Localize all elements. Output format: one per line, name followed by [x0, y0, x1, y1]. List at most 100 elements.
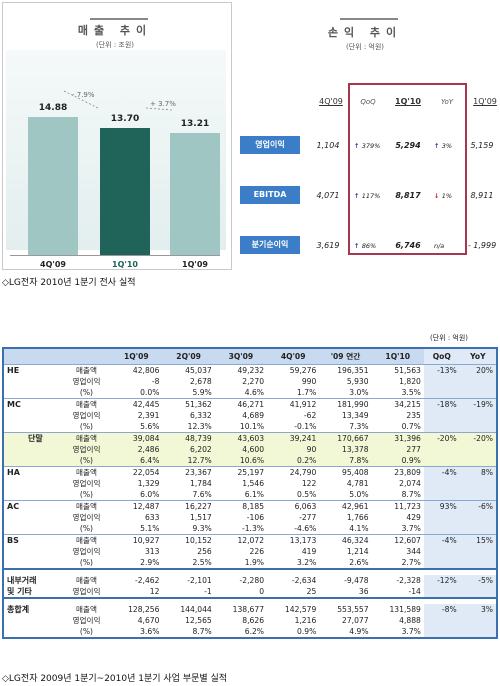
- table-header-cell: 3Q'09: [214, 348, 268, 365]
- sales-unit: (단위 : 조원): [95, 41, 135, 49]
- table-row: 단말 매출액 39,084 48,739 43,603 39,241 170,667 31,3…: [3, 431, 497, 444]
- pl-header-qoq: QoQ: [360, 98, 376, 106]
- table-cell: -2,462: [134, 575, 160, 585]
- table-cell: 181,990: [319, 397, 372, 410]
- table-cell: 16,227: [162, 499, 215, 512]
- metric-name: 매출액: [62, 397, 111, 410]
- segment-name: [3, 478, 63, 489]
- table-cell: 6.1%: [244, 489, 265, 499]
- segment-name: 총합계: [7, 605, 30, 614]
- metric-name: (%): [79, 387, 94, 397]
- table-cell: 2.5%: [192, 557, 212, 567]
- table-cell: 13,173: [267, 533, 320, 546]
- table-header-cell: QoQ: [423, 348, 460, 365]
- pl-yoy-value: 1%: [441, 192, 453, 200]
- table-cell: 170,667: [319, 431, 372, 444]
- pl-header-current: 1Q'10: [395, 97, 421, 106]
- table-row: 영업이익 1,329 1,784 1,546 122 4,781 2,074: [3, 477, 497, 490]
- table-cell: 42,961: [319, 499, 372, 512]
- table-row: (%) 0.0% 5.9% 4.6% 1.7% 3.0% 3.5%: [3, 386, 497, 399]
- table-cell: 59,276: [289, 365, 317, 375]
- table-cell: [423, 489, 460, 501]
- table-cell: 12,487: [110, 499, 163, 512]
- table-cell: 7.3%: [349, 421, 369, 431]
- table-cell: 4.9%: [349, 627, 369, 637]
- table-cell: 226: [249, 547, 265, 557]
- table-cell: 6.2%: [244, 627, 265, 637]
- table-cell: 13,349: [342, 410, 369, 420]
- table-cell: 2,486: [110, 443, 163, 455]
- table-cell: -2,634: [291, 575, 317, 585]
- table-cell: 277: [371, 443, 424, 455]
- table-cell: 2.7%: [401, 557, 421, 567]
- table-cell: 36: [358, 586, 369, 596]
- metric-name: 영업이익: [72, 376, 101, 386]
- table-header-row: 1Q'09 2Q'09 3Q'09 4Q'09'09 연간 1Q'10 QoQ YoY: [3, 348, 497, 365]
- table-row: (%) 5.1% 9.3% -1.3% -4.6% 4.1% 3.7%: [3, 523, 497, 535]
- pl-qoq-value: 117%: [361, 192, 381, 200]
- table-cell: 429: [406, 513, 421, 523]
- table-cell: 5.1%: [140, 524, 160, 534]
- pl-prev-quarter-value: 3,619: [316, 241, 340, 250]
- table-row: (%) 3.6% 8.7% 6.2% 0.9% 4.9% 3.7%: [3, 626, 497, 638]
- metric-name: 영업이익: [72, 547, 101, 557]
- caption-company-results: ◇LG전자 2010년 1분기 전사 실적: [2, 278, 136, 288]
- sales-bar-value: 14.88: [38, 103, 68, 113]
- table-cell: 48,739: [162, 431, 215, 444]
- table-cell: 46,324: [319, 533, 372, 546]
- table-cell: [459, 511, 497, 524]
- table-row: BS 매출액 10,927 10,152 12,072 13,173 46,324 12,60…: [3, 533, 497, 546]
- segment-name: MC: [3, 397, 63, 410]
- table-cell: 3%: [459, 603, 497, 616]
- table-cell: -18%: [423, 397, 460, 410]
- table-cell: 990: [301, 376, 317, 386]
- table-row: (%) 5.6% 12.3% 10.1% -0.1% 7.3% 0.7%: [3, 420, 497, 433]
- table-cell: 128,256: [128, 605, 160, 614]
- arrow-up-icon: ↑: [354, 192, 362, 200]
- table-cell: -6%: [459, 499, 497, 512]
- table-row: 영업이익 2,486 6,202 4,600 90 13,378 277: [3, 443, 497, 455]
- table-cell: 0.9%: [297, 627, 317, 637]
- table-cell: 0.2%: [267, 454, 320, 467]
- segment-name: AC: [3, 499, 63, 512]
- table-cell: 1,766: [346, 513, 369, 523]
- table-cell: 93%: [423, 499, 460, 512]
- table-row: (%) 6.0% 7.6% 6.1% 0.5% 5.0% 8.7%: [3, 489, 497, 501]
- table-cell: 4.6%: [244, 387, 265, 397]
- table-cell: 2,270: [242, 376, 265, 386]
- pl-title-rule: [340, 18, 398, 20]
- table-cell: [459, 545, 497, 558]
- table-cell: 95,408: [319, 465, 372, 478]
- table-cell: 3.0%: [349, 387, 369, 397]
- metric-name: (%): [79, 627, 94, 637]
- metric-name: (%): [79, 524, 94, 534]
- metric-name: (%): [79, 557, 94, 567]
- table-cell: 8,185: [214, 499, 268, 512]
- table-cell: 553,557: [337, 605, 369, 614]
- sales-bar-value: 13.21: [180, 119, 210, 129]
- table-cell: 3.5%: [401, 387, 421, 397]
- table-cell: [423, 511, 460, 524]
- sales-title-rule: [90, 18, 148, 20]
- table-cell: 144,044: [180, 605, 212, 614]
- table-cell: 25,197: [214, 465, 268, 478]
- table-cell: -1: [204, 586, 212, 596]
- table-cell: [423, 585, 460, 598]
- table-cell: [423, 375, 460, 387]
- table-cell: 4,600: [214, 443, 268, 455]
- table-cell: 8.7%: [401, 489, 421, 499]
- pl-prev-quarter-value: 4,071: [316, 191, 340, 200]
- table-cell: -4.6%: [294, 524, 317, 534]
- table-cell: [423, 557, 460, 569]
- pl-yoy-value: 3%: [441, 142, 453, 150]
- table-cell: 5.6%: [140, 421, 160, 431]
- pl-qoq-change: ↑ 379%: [354, 142, 384, 150]
- sales-category-label: 4Q'09: [40, 260, 66, 269]
- sales-baseline: [10, 255, 220, 256]
- metric-name: 영업이익: [72, 586, 101, 596]
- table-cell: 20%: [459, 364, 497, 376]
- pl-unit: (단위 : 억원): [345, 43, 385, 51]
- pl-yoy-value: n/a: [434, 242, 445, 250]
- pl-current-value: 8,817: [395, 191, 421, 200]
- table-header-cell: YoY: [459, 348, 497, 365]
